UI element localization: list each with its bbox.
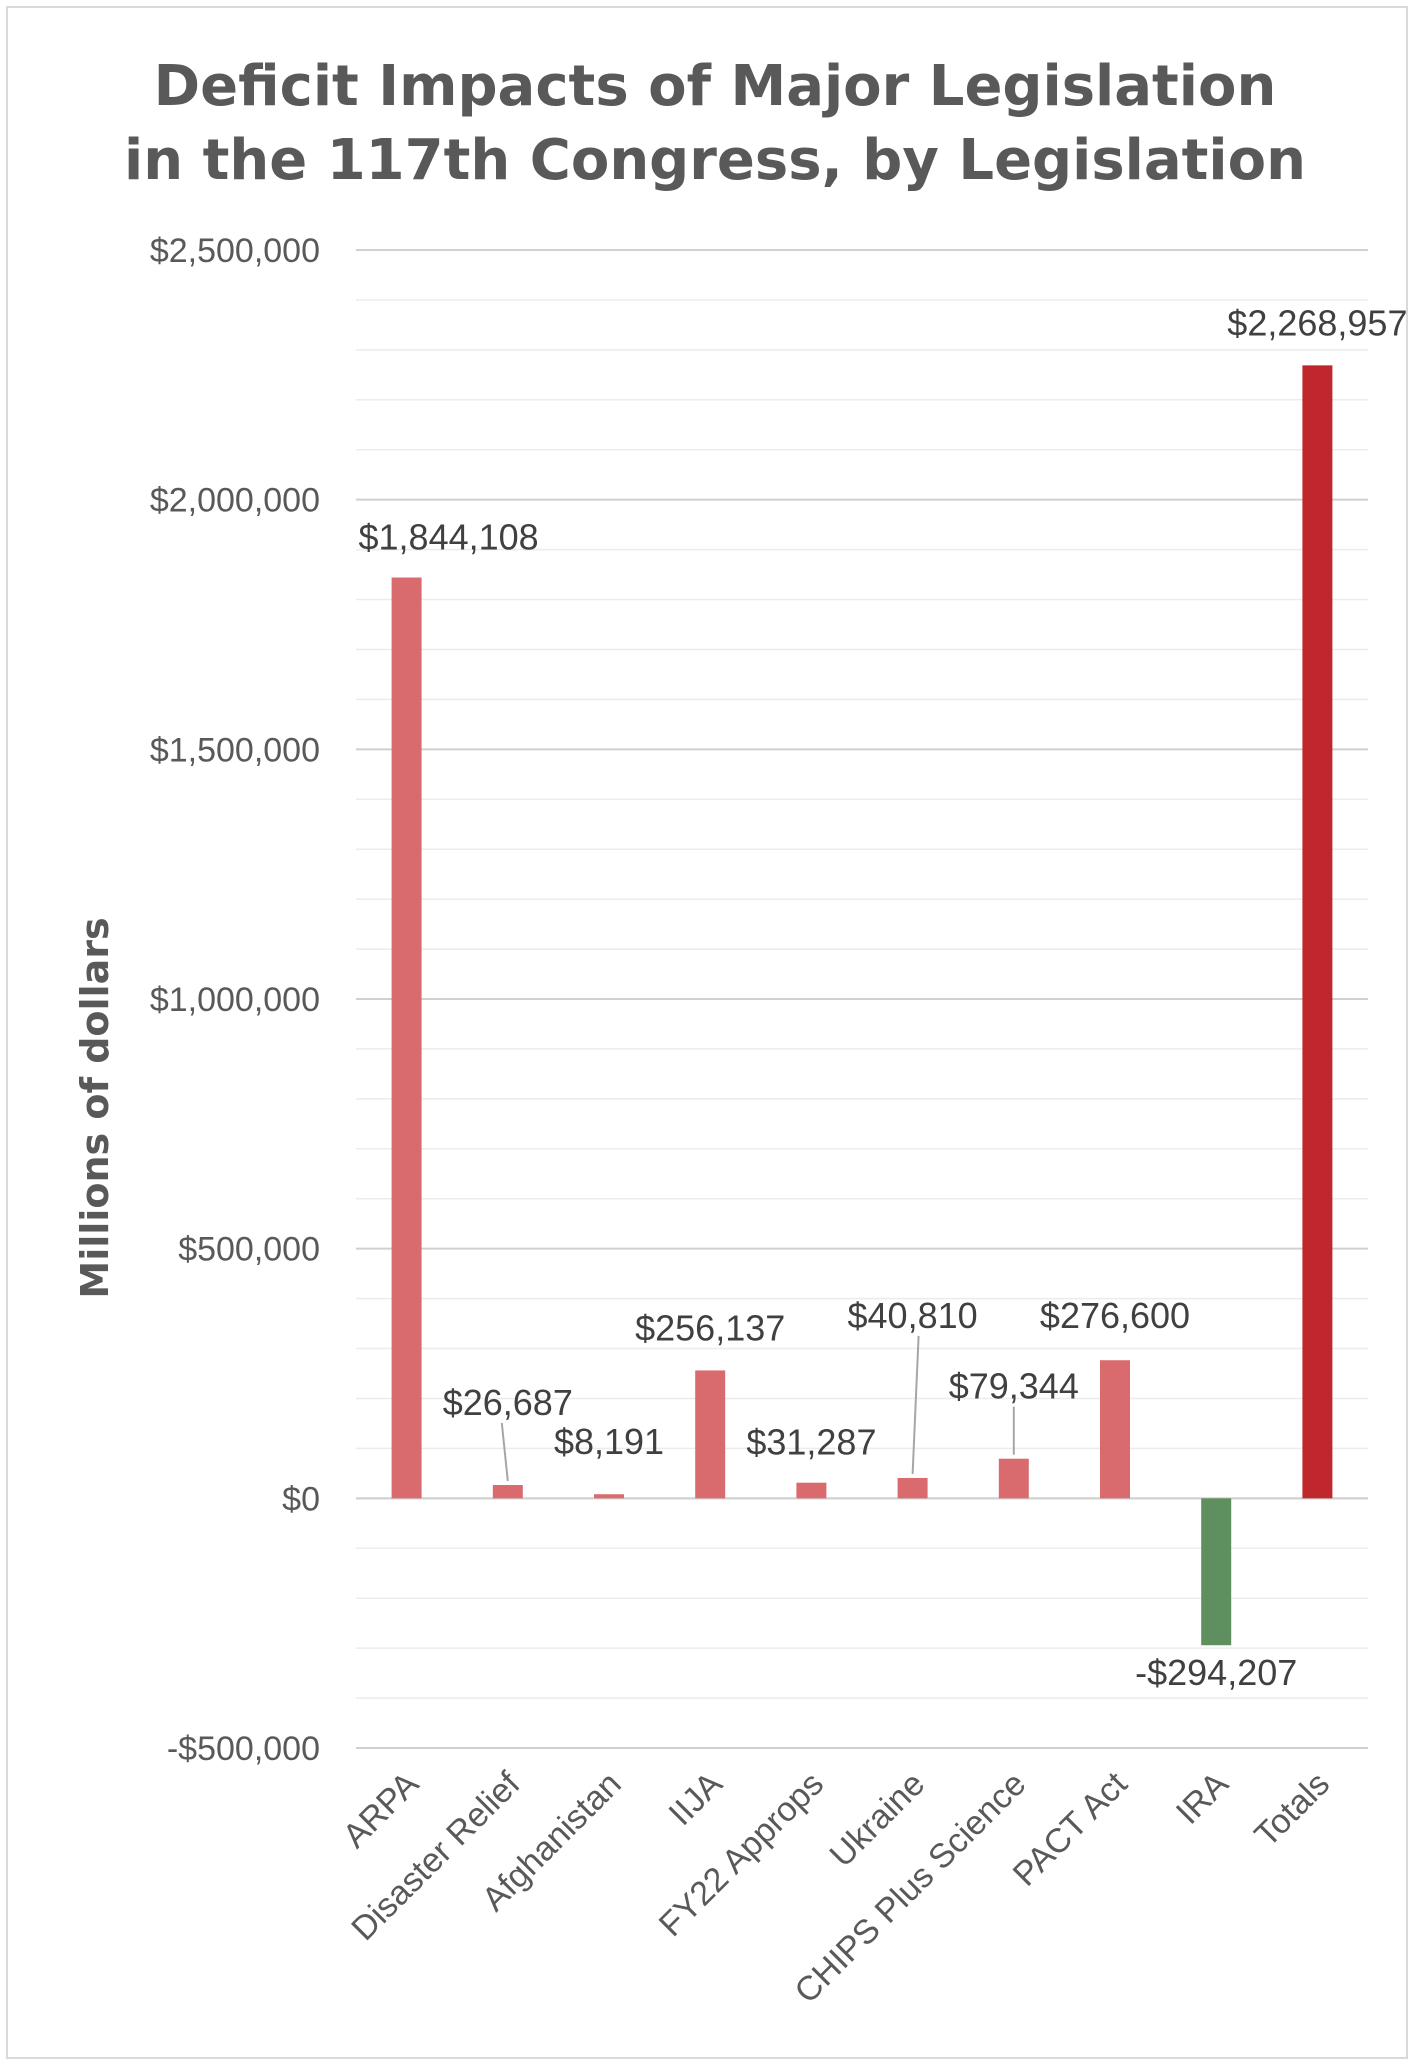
chart-title-line-1: Deficit Impacts of Major Legislation: [154, 54, 1277, 119]
y-axis-label: Millions of dollars: [73, 917, 117, 1298]
bar-pact-act: [1100, 1360, 1130, 1499]
y-tick-label: $0: [282, 1480, 320, 1518]
gridlines: [356, 249, 1368, 1749]
data-labels: $1,844,108 $26,687$8,191 $256,137 $31,287 $4…: [359, 302, 1408, 1693]
data-label: $256,137: [635, 1307, 785, 1348]
data-label: $276,600: [1040, 1295, 1190, 1336]
bar-arpa: [391, 577, 422, 1499]
category-label: IRA: [1169, 1765, 1236, 1832]
y-tick-label: $1,500,000: [150, 731, 320, 769]
category-label: Totals: [1247, 1765, 1337, 1855]
y-tick-label: -$500,000: [167, 1730, 320, 1768]
bar-afghanistan: [594, 1494, 624, 1499]
y-axis-ticks: $2,500,000 $2,000,000 $1,500,000 $1,000,000…: [150, 232, 320, 1768]
category-label: IIJA: [662, 1765, 731, 1834]
bars: [391, 365, 1333, 1646]
data-label: $31,287: [746, 1422, 876, 1463]
leader-lines: [500, 1335, 1015, 1482]
bar-ira: [1201, 1498, 1232, 1646]
bar-ukraine: [897, 1477, 928, 1499]
bar-disaster-relief: [492, 1485, 523, 1499]
bar-chart: Deficit Impacts of Major Legislation in t…: [73, 54, 1408, 2011]
data-label: $8,191: [554, 1421, 664, 1462]
leader-line: [911, 1335, 920, 1474]
chart-title: Deficit Impacts of Major Legislation in t…: [124, 54, 1306, 193]
leader-line: [500, 1422, 509, 1482]
data-label: $40,810: [848, 1295, 978, 1336]
bar-chips-plus-science: [998, 1458, 1029, 1499]
y-tick-label: $500,000: [178, 1231, 320, 1269]
y-tick-label: $2,500,000: [150, 232, 320, 270]
data-label: $79,344: [949, 1366, 1079, 1407]
chart-title-line-2: in the 117th Congress, by Legislation: [124, 128, 1306, 193]
data-label: $1,844,108: [359, 517, 539, 558]
y-tick-label: $1,000,000: [150, 981, 320, 1019]
bar-iija: [695, 1370, 726, 1499]
chart-frame: Deficit Impacts of Major Legislation in t…: [6, 6, 1408, 2059]
bar-fy22-approps: [796, 1482, 827, 1499]
category-label: ARPA: [336, 1765, 427, 1856]
data-label: -$294,207: [1135, 1652, 1297, 1693]
data-label: $26,687: [443, 1382, 573, 1423]
data-label: $2,268,957: [1227, 302, 1407, 343]
bar-totals: [1302, 365, 1333, 1499]
y-tick-label: $2,000,000: [150, 482, 320, 520]
